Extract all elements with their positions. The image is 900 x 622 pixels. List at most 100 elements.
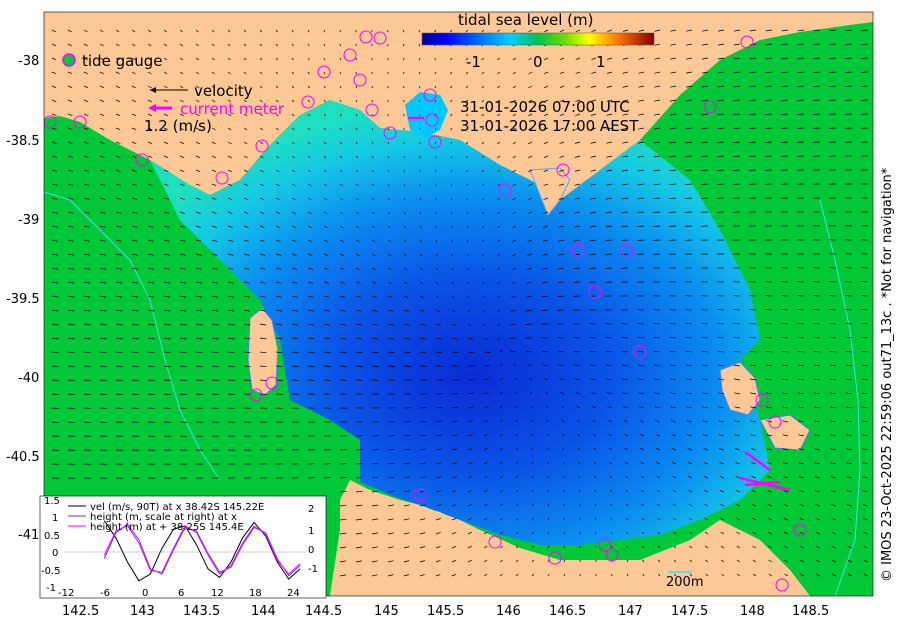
velocity-arrow (355, 532, 363, 535)
velocity-arrow (211, 323, 219, 326)
velocity-arrow (733, 336, 741, 339)
velocity-arrow (512, 155, 517, 159)
velocity-arrow (605, 253, 613, 255)
velocity-arrow (99, 141, 105, 144)
velocity-arrow (830, 490, 837, 493)
velocity-arrow (403, 532, 410, 535)
velocity-arrow (751, 462, 757, 465)
velocity-arrow (830, 476, 837, 479)
velocity-arrow (701, 71, 709, 74)
velocity-arrow (259, 351, 267, 354)
velocity-arrow (147, 127, 153, 131)
velocity-arrow (621, 364, 629, 367)
velocity-arrow (609, 461, 613, 465)
velocity-arrow (51, 281, 59, 284)
inset-plot-area (103, 520, 301, 582)
velocity-arrow (497, 113, 501, 117)
velocity-arrow (163, 379, 171, 381)
velocity-arrow (544, 71, 549, 75)
velocity-arrow (419, 295, 424, 299)
velocity-arrow (607, 29, 613, 32)
velocity-arrow (467, 559, 472, 563)
velocity-arrow (147, 183, 153, 186)
velocity-arrow (653, 211, 661, 213)
velocity-arrow (51, 57, 57, 61)
velocity-arrow (482, 253, 485, 257)
velocity-arrow (147, 365, 155, 368)
velocity-arrow (797, 43, 805, 46)
velocity-arrow (307, 211, 312, 215)
velocity-arrow (99, 85, 105, 89)
velocity-arrow (259, 169, 264, 173)
tide-gauge-marker (548, 551, 562, 565)
velocity-arrow (845, 350, 853, 353)
velocity-arrow (179, 183, 185, 186)
velocity-arrow (589, 337, 597, 339)
tide-gauge-marker (620, 243, 634, 257)
velocity-arrow (435, 476, 442, 479)
velocity-arrow (765, 323, 773, 325)
velocity-arrow (67, 267, 74, 270)
velocity-arrow (719, 448, 725, 451)
velocity-arrow (115, 169, 121, 172)
velocity-arrow (626, 545, 629, 549)
velocity-arrow (734, 392, 741, 395)
velocity-arrow (227, 57, 231, 61)
velocity-arrow (669, 350, 677, 353)
velocity-arrow (765, 309, 773, 311)
velocity-arrow (243, 225, 249, 228)
velocity-arrow (733, 309, 741, 311)
velocity-arrow (671, 434, 677, 437)
velocity-arrow (259, 183, 264, 187)
velocity-arrow (559, 169, 565, 172)
velocity-arrow (243, 239, 249, 242)
velocity-arrow (718, 420, 725, 423)
velocity-arrow (815, 490, 821, 493)
velocity-arrow (163, 365, 171, 368)
velocity-arrow (67, 239, 74, 242)
velocity-arrow (544, 85, 549, 89)
velocity-arrow (275, 155, 280, 159)
velocity-arrow (323, 365, 331, 367)
velocity-arrow (195, 85, 200, 89)
velocity-arrow (434, 29, 437, 33)
velocity-arrow (323, 323, 331, 326)
velocity-arrow (451, 559, 457, 563)
velocity-arrow (467, 309, 471, 313)
velocity-arrow (497, 71, 501, 75)
velocity-arrow (147, 407, 155, 409)
velocity-arrow (670, 420, 677, 423)
current-meter-arrow (744, 480, 781, 487)
velocity-arrow (655, 420, 661, 423)
velocity-arrow (515, 531, 519, 535)
velocity-arrow (355, 253, 361, 257)
velocity-arrow (701, 169, 709, 171)
velocity-arrow (419, 309, 425, 312)
velocity-arrow (355, 323, 362, 326)
velocity-arrow (163, 309, 171, 312)
velocity-arrow (718, 434, 725, 437)
velocity-arrow (545, 405, 549, 409)
velocity-arrow (525, 309, 533, 312)
velocity-arrow (543, 377, 549, 381)
velocity-arrow (622, 127, 629, 130)
velocity-arrow (751, 517, 757, 521)
velocity-arrow (67, 365, 75, 368)
velocity-arrow (671, 447, 677, 451)
velocity-arrow (624, 461, 629, 465)
velocity-arrow (637, 183, 645, 186)
velocity-arrow (797, 378, 805, 381)
velocity-arrow (147, 379, 155, 382)
velocity-arrow (179, 351, 187, 354)
velocity-arrow (131, 183, 137, 186)
velocity-arrow (307, 309, 314, 312)
tide-gauge-marker (265, 376, 279, 390)
velocity-arrow (499, 503, 503, 507)
x-tick-label: 143 (130, 604, 155, 619)
velocity-arrow (451, 476, 457, 479)
y-tick-label: -39.5 (6, 292, 40, 307)
velocity-arrow (147, 99, 152, 103)
velocity-arrow (195, 281, 202, 284)
velocity-arrow (259, 197, 265, 201)
velocity-arrow (467, 392, 475, 395)
